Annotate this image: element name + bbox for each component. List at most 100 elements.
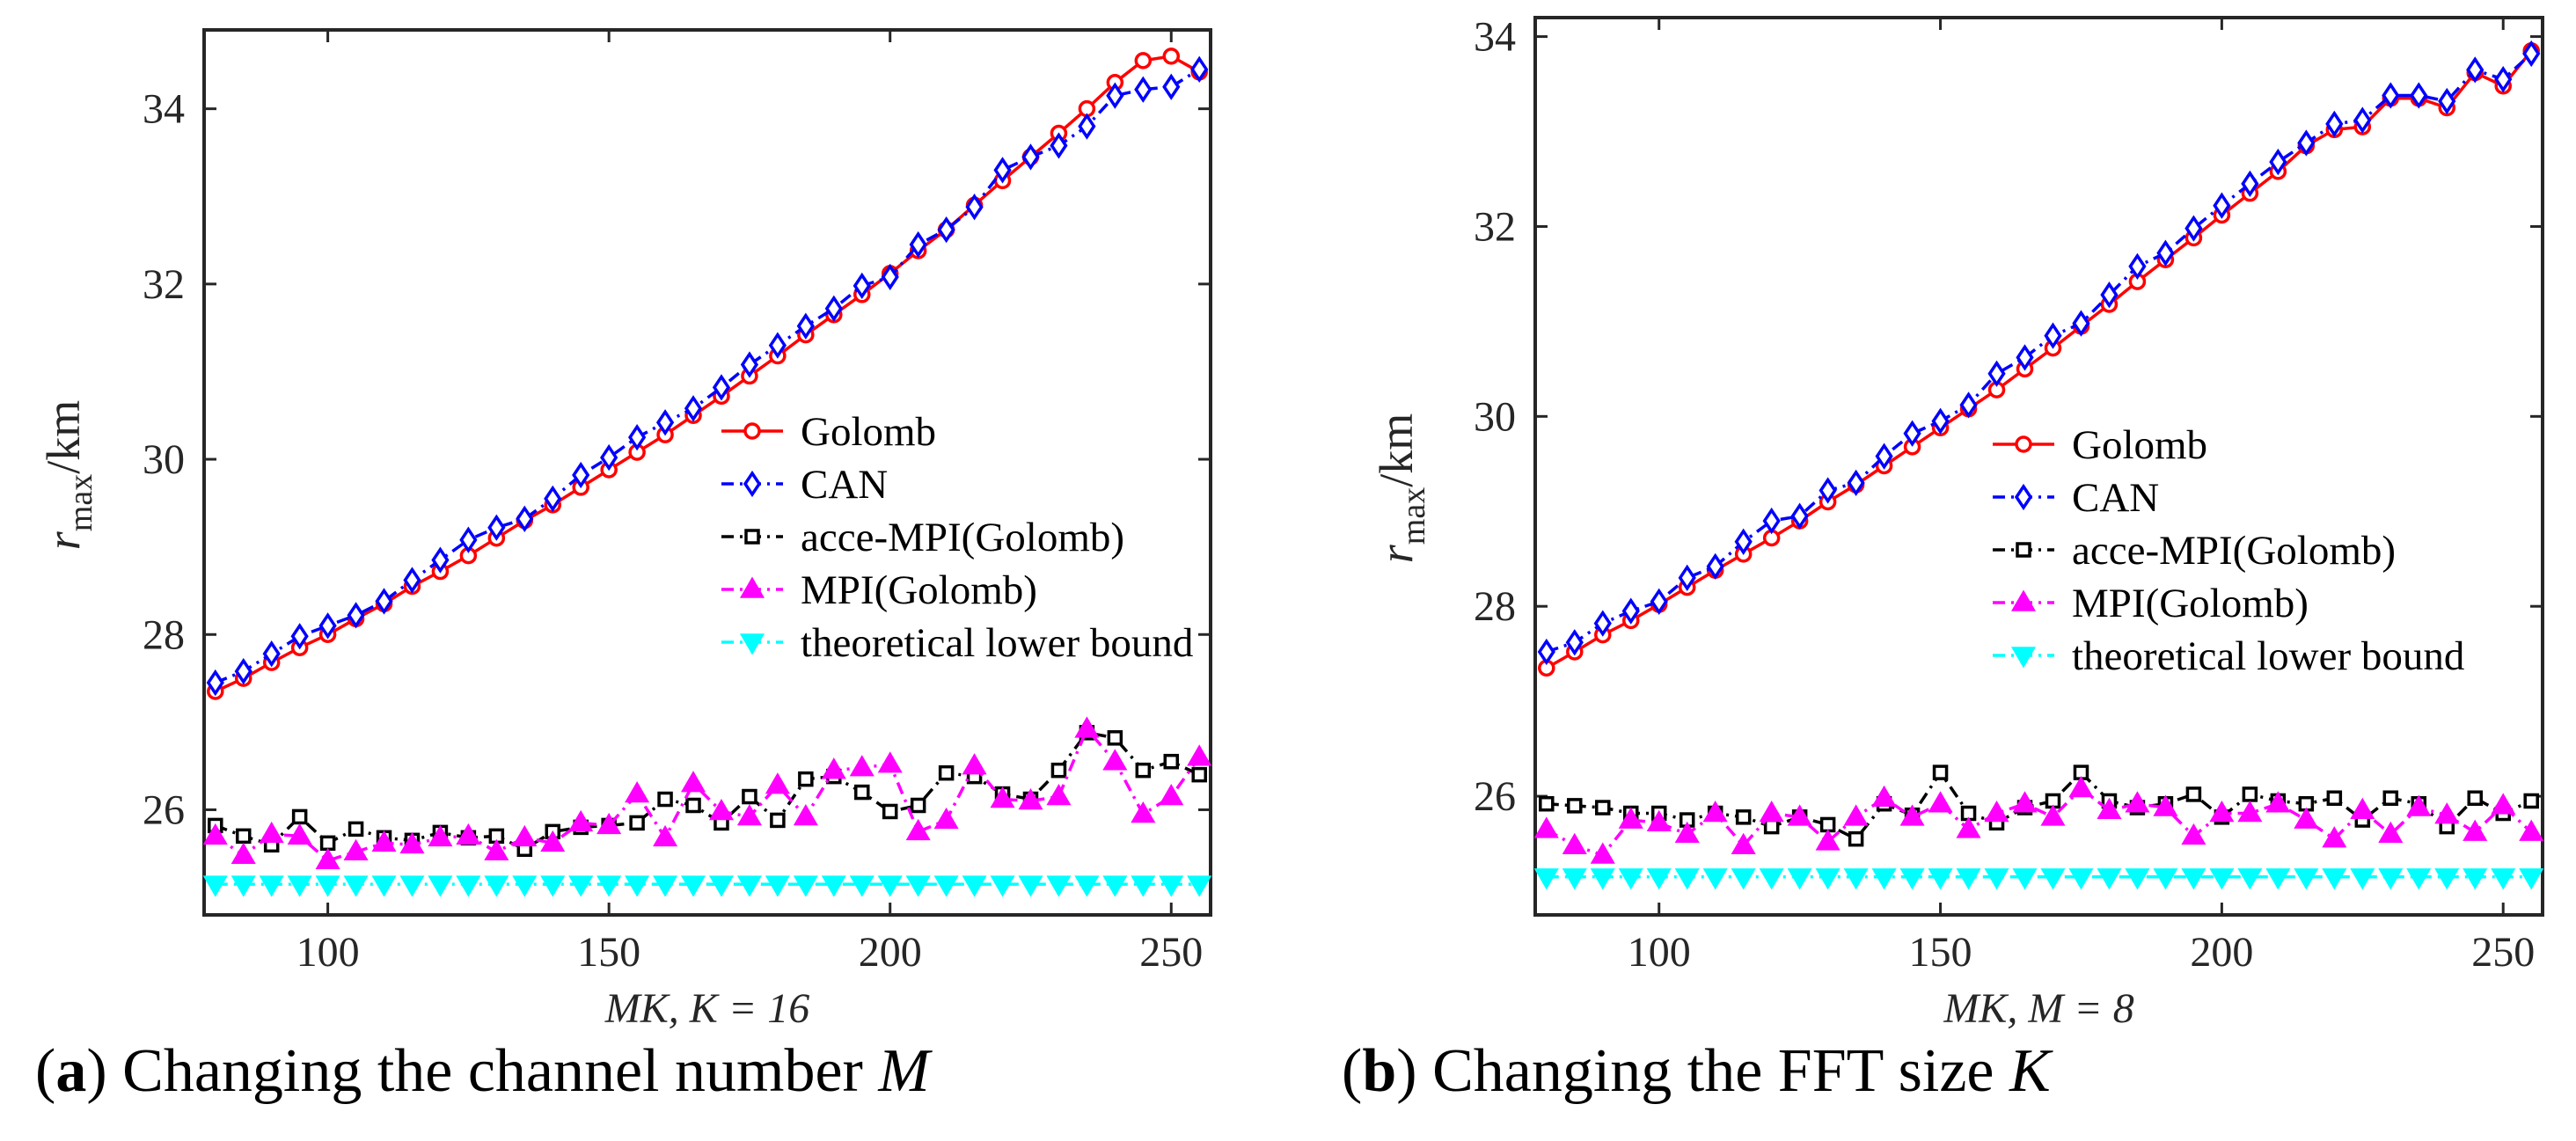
- y-axis-label: rmax/km: [1370, 413, 1432, 563]
- data-point-theoretical-lower-bound: [2322, 868, 2347, 890]
- data-point-theoretical-lower-bound: [2153, 868, 2178, 890]
- data-point-theoretical-lower-bound: [1702, 868, 1728, 890]
- data-point-theoretical-lower-bound: [736, 875, 762, 897]
- data-point-can: [431, 546, 450, 574]
- series-mpi-golomb: [1533, 775, 2544, 864]
- data-point-theoretical-lower-bound: [1074, 875, 1100, 897]
- data-point-can: [2128, 252, 2147, 280]
- data-point-mpi-golomb: [653, 824, 678, 847]
- data-point-theoretical-lower-bound: [708, 875, 735, 897]
- data-point-mpi-golomb: [1928, 791, 1953, 813]
- data-point-can: [544, 485, 562, 513]
- data-point-can: [1650, 588, 1668, 615]
- data-point-theoretical-lower-bound: [765, 875, 790, 897]
- data-point-theoretical-lower-bound: [456, 875, 481, 897]
- data-point-can: [2241, 170, 2259, 198]
- data-point-can: [1959, 391, 1978, 419]
- data-point-acce-mpi-golomb: [629, 815, 645, 831]
- data-point-can: [1734, 528, 1753, 555]
- data-point-mpi-golomb: [456, 823, 481, 845]
- legend-label-can: CAN: [801, 462, 888, 508]
- data-point-theoretical-lower-bound: [1674, 868, 1700, 890]
- data-point-mpi-golomb: [484, 838, 509, 861]
- y-tick-label: 34: [1474, 14, 1516, 61]
- data-point-can: [824, 295, 843, 322]
- y-tick-label: 30: [143, 436, 185, 483]
- y-tick-label: 28: [143, 611, 185, 658]
- data-point-mpi-golomb: [2434, 802, 2460, 824]
- data-point-theoretical-lower-bound: [2294, 868, 2319, 890]
- data-point-can: [2466, 56, 2485, 84]
- data-point-theoretical-lower-bound: [1956, 868, 1981, 890]
- data-point-can: [600, 443, 618, 472]
- data-point-mpi-golomb: [399, 831, 425, 854]
- data-point-theoretical-lower-bound: [905, 875, 931, 897]
- data-point-mpi-golomb: [933, 807, 959, 830]
- data-point-acce-mpi-golomb: [1191, 766, 1207, 783]
- data-point-acce-mpi-golomb: [938, 764, 955, 781]
- y-tick-label: 26: [1474, 773, 1516, 820]
- data-point-mpi-golomb: [1046, 784, 1072, 806]
- data-point-acce-mpi-golomb: [798, 771, 814, 787]
- data-point-mpi-golomb: [231, 842, 256, 865]
- data-point-acce-mpi-golomb: [1735, 809, 1752, 825]
- data-point-can: [2044, 322, 2062, 349]
- data-point-can: [2410, 82, 2428, 109]
- data-point-can: [909, 230, 927, 259]
- data-point-can: [881, 263, 899, 291]
- data-point-can: [234, 657, 252, 685]
- data-point-theoretical-lower-bound: [428, 875, 453, 897]
- data-point-mpi-golomb: [2040, 804, 2066, 826]
- legend-marker-mpi-golomb: [739, 576, 765, 598]
- data-point-mpi-golomb: [736, 803, 762, 826]
- data-point-can: [1931, 407, 1950, 435]
- data-point-can: [1762, 507, 1781, 535]
- data-point-mpi-golomb: [1984, 801, 2009, 823]
- x-tick-label: 250: [1139, 929, 1203, 976]
- data-point-theoretical-lower-bound: [821, 875, 846, 897]
- legend-label-golomb: Golomb: [2072, 422, 2207, 468]
- data-point-can: [628, 424, 647, 451]
- data-point-theoretical-lower-bound: [2040, 868, 2066, 890]
- series-line-can: [215, 68, 1201, 684]
- y-tick-label: 32: [1474, 203, 1516, 250]
- series-line-mpi-golomb: [214, 726, 1201, 863]
- data-point-theoretical-lower-bound: [287, 875, 312, 897]
- data-point-mpi-golomb: [1702, 801, 1728, 823]
- data-point-theoretical-lower-bound: [962, 875, 987, 897]
- data-point-theoretical-lower-bound: [2097, 868, 2122, 890]
- data-point-golomb: [1134, 52, 1153, 69]
- data-point-theoretical-lower-bound: [2350, 868, 2375, 890]
- data-point-theoretical-lower-bound: [2406, 868, 2432, 890]
- data-point-acce-mpi-golomb: [1932, 764, 1949, 780]
- plot-frame: [1533, 16, 2544, 917]
- data-point-theoretical-lower-bound: [343, 875, 369, 897]
- data-point-mpi-golomb: [2322, 826, 2347, 848]
- caption-a: (a) Changing the channel number M: [35, 1037, 933, 1105]
- data-point-can: [1790, 502, 1809, 530]
- data-point-can: [965, 194, 984, 221]
- x-axis-label: MK, K = 16: [604, 985, 809, 1032]
- data-point-can: [1050, 132, 1068, 159]
- data-point-mpi-golomb: [2181, 823, 2206, 845]
- data-point-acce-mpi-golomb: [1050, 762, 1067, 779]
- data-point-mpi-golomb: [962, 753, 987, 775]
- data-point-can: [768, 332, 787, 359]
- data-point-acce-mpi-golomb: [1135, 762, 1152, 779]
- data-point-can: [1903, 420, 1921, 447]
- data-point-can: [1162, 73, 1181, 100]
- data-point-mpi-golomb: [1131, 801, 1156, 823]
- data-point-theoretical-lower-bound: [399, 875, 425, 897]
- series-can: [1537, 40, 2541, 666]
- legend-label-acce-mpi-golomb: acce-MPI(Golomb): [2072, 528, 2396, 574]
- data-point-mpi-golomb: [315, 847, 340, 869]
- data-point-theoretical-lower-bound: [2491, 868, 2516, 890]
- data-point-mpi-golomb: [1759, 801, 1784, 823]
- data-point-theoretical-lower-bound: [2181, 868, 2206, 890]
- data-point-can: [1819, 477, 1837, 504]
- legend-marker-golomb: [743, 422, 761, 440]
- data-point-theoretical-lower-bound: [849, 875, 875, 897]
- data-point-can: [2438, 87, 2456, 115]
- data-point-mpi-golomb: [371, 830, 397, 852]
